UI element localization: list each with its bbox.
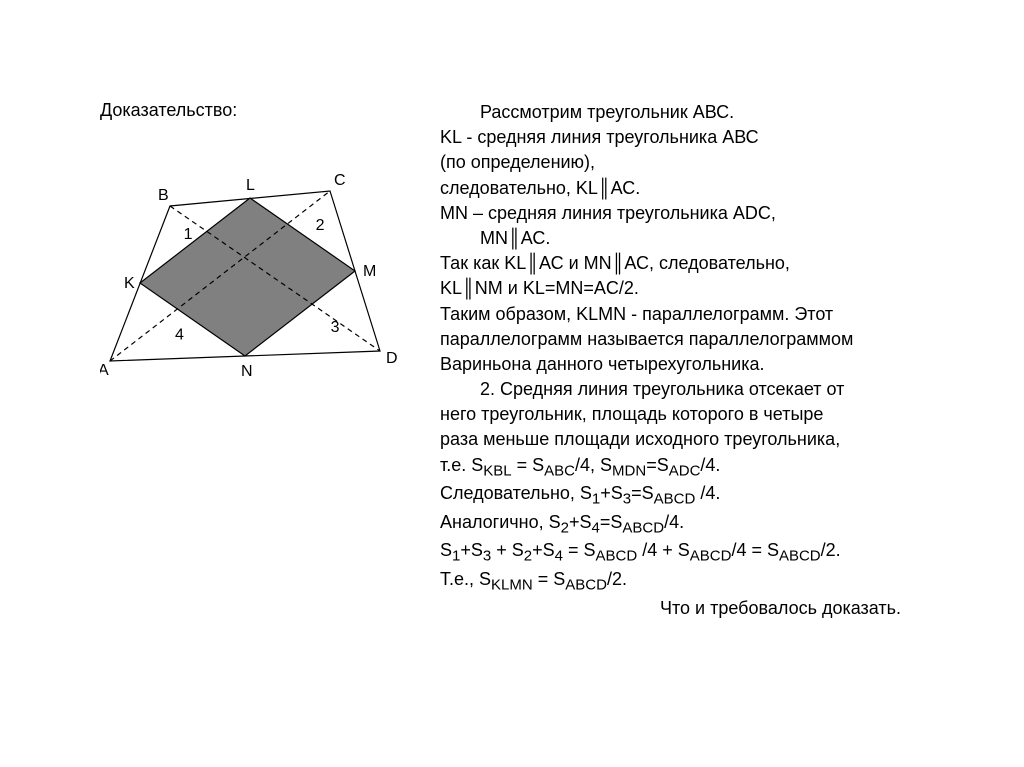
- left-column: Доказательство: A B C D K L M N 1 2 3 4: [100, 100, 400, 621]
- svg-text:M: M: [363, 263, 376, 280]
- svg-text:1: 1: [184, 226, 193, 243]
- line: раза меньше площади исходного треугольни…: [440, 427, 984, 452]
- svg-text:N: N: [241, 363, 253, 380]
- line: KL║NM и KL=MN=AC/2.: [440, 276, 984, 301]
- svg-text:L: L: [246, 177, 255, 194]
- line: Рассмотрим треугольник АВС.: [440, 100, 984, 125]
- svg-text:D: D: [386, 350, 398, 367]
- line: MN║АС.: [480, 226, 984, 251]
- line: S1+S3 + S2+S4 = SABCD /4 + SABCD/4 = SAB…: [440, 538, 984, 567]
- line: Аналогично, S2+S4=SABCD/4.: [440, 510, 984, 539]
- svg-text:4: 4: [175, 326, 184, 343]
- svg-text:3: 3: [331, 319, 340, 336]
- geometry-diagram: A B C D K L M N 1 2 3 4: [100, 151, 400, 411]
- line: Вариньона данного четырехугольника.: [440, 352, 984, 377]
- svg-text:K: K: [124, 275, 135, 292]
- line: Следовательно, S1+S3=SABCD /4.: [440, 481, 984, 510]
- line: KL - средняя линия треугольника АВС: [440, 125, 984, 150]
- line: параллелограмм называется параллелограмм…: [440, 327, 984, 352]
- line: Т.е., SKLMN = SABCD/2.: [440, 567, 984, 596]
- line: Таким образом, KLMN - параллелограмм. Эт…: [440, 302, 984, 327]
- line: него треугольник, площадь которого в чет…: [440, 402, 984, 427]
- line: 2. Средняя линия треугольника отсекает о…: [440, 377, 984, 402]
- svg-text:B: B: [158, 187, 169, 204]
- svg-text:C: C: [334, 172, 346, 189]
- line: Что и требовалось доказать.: [440, 596, 984, 621]
- line: Так как KL║АС и MN║АС, следовательно,: [440, 251, 984, 276]
- line: следовательно, KL║АС.: [440, 176, 984, 201]
- svg-text:A: A: [100, 362, 109, 379]
- line: т.е. SKBL = SABC/4, SMDN=SADC/4.: [440, 453, 984, 482]
- line: MN – средняя линия треугольника ADC,: [440, 201, 984, 226]
- proof-body: Рассмотрим треугольник АВС. KL - средняя…: [400, 100, 984, 621]
- proof-heading: Доказательство:: [100, 100, 400, 121]
- svg-text:2: 2: [316, 217, 325, 234]
- line: (по определению),: [440, 150, 984, 175]
